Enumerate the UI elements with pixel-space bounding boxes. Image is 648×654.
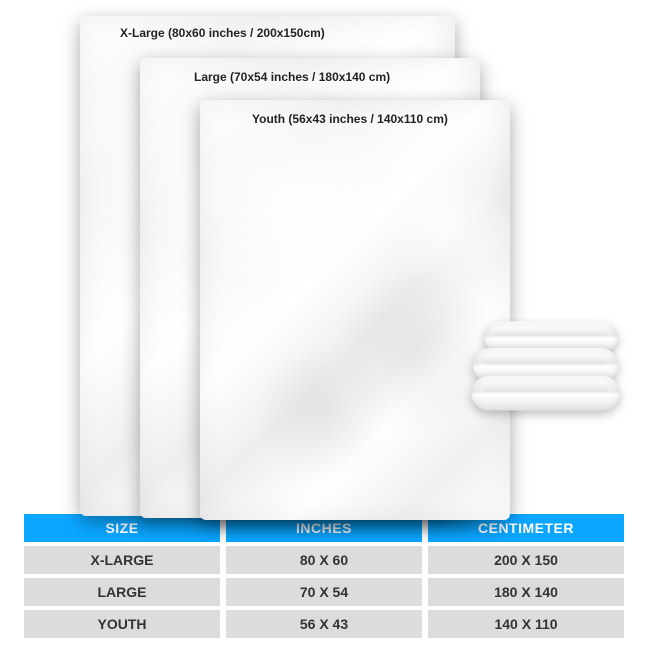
cell-inches: 80 X 60	[226, 546, 422, 574]
cell-size: YOUTH	[24, 610, 220, 638]
cell-cm: 140 X 110	[428, 610, 624, 638]
folded-blanket	[472, 376, 620, 411]
table-row: LARGE 70 X 54 180 X 140	[24, 578, 624, 606]
table-row: YOUTH 56 X 43 140 X 110	[24, 610, 624, 638]
cell-cm: 180 X 140	[428, 578, 624, 606]
size-illustration: X-Large (80x60 inches / 200x150cm) Large…	[0, 0, 648, 540]
folded-blankets	[473, 320, 618, 410]
cell-inches: 70 X 54	[226, 578, 422, 606]
cell-size: LARGE	[24, 578, 220, 606]
label-large: Large (70x54 inches / 180x140 cm)	[194, 70, 390, 84]
col-size: SIZE	[24, 514, 220, 542]
cell-cm: 200 X 150	[428, 546, 624, 574]
table-row: X-LARGE 80 X 60 200 X 150	[24, 546, 624, 574]
cell-inches: 56 X 43	[226, 610, 422, 638]
label-youth: Youth (56x43 inches / 140x110 cm)	[252, 112, 448, 126]
label-xlarge: X-Large (80x60 inches / 200x150cm)	[120, 26, 325, 40]
blanket-youth	[200, 100, 510, 520]
size-table: SIZE INCHES CENTIMETER X-LARGE 80 X 60 2…	[18, 510, 630, 642]
size-table-container: SIZE INCHES CENTIMETER X-LARGE 80 X 60 2…	[18, 510, 630, 642]
cell-size: X-LARGE	[24, 546, 220, 574]
